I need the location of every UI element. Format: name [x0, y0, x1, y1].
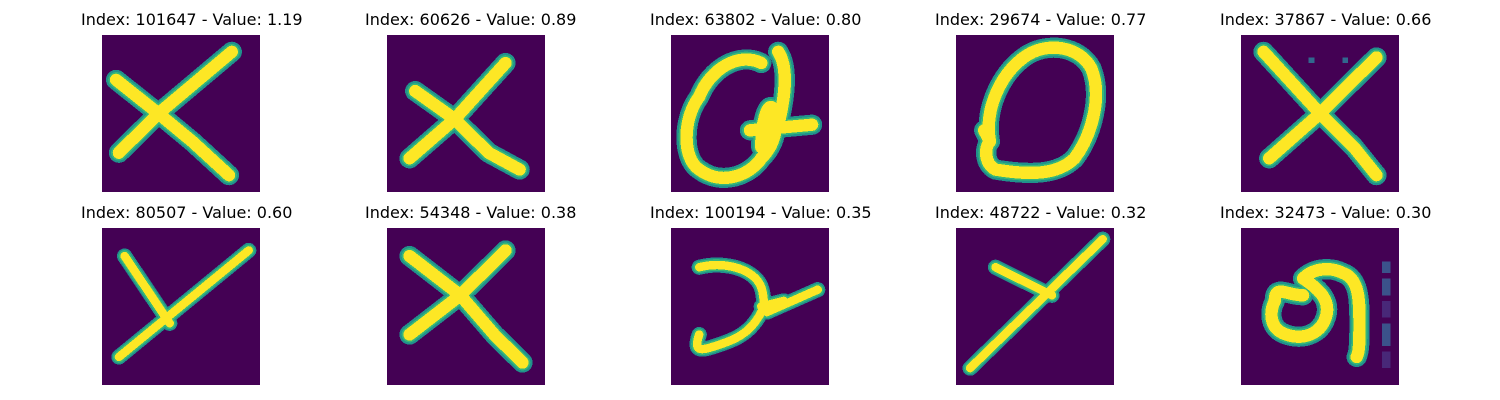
panel-title: Index: 100194 - Value: 0.35	[650, 203, 872, 222]
glyph-image	[1241, 228, 1399, 385]
panel-title: Index: 54348 - Value: 0.38	[365, 203, 577, 222]
glyph-image	[671, 228, 829, 385]
glyph-image	[387, 35, 545, 192]
panel-title: Index: 60626 - Value: 0.89	[365, 10, 577, 29]
glyph-image	[102, 228, 260, 385]
glyph-image	[956, 35, 1114, 192]
glyph-image	[102, 35, 260, 192]
panel-title: Index: 101647 - Value: 1.19	[81, 10, 303, 29]
panel-title: Index: 29674 - Value: 0.77	[935, 10, 1147, 29]
panel-title: Index: 80507 - Value: 0.60	[81, 203, 293, 222]
panel-title: Index: 48722 - Value: 0.32	[935, 203, 1147, 222]
panel-title: Index: 37867 - Value: 0.66	[1220, 10, 1432, 29]
panel-title: Index: 63802 - Value: 0.80	[650, 10, 862, 29]
panel-title: Index: 32473 - Value: 0.30	[1220, 203, 1432, 222]
glyph-image	[671, 35, 829, 192]
glyph-image	[1241, 35, 1399, 192]
glyph-image	[387, 228, 545, 385]
glyph-image	[956, 228, 1114, 385]
